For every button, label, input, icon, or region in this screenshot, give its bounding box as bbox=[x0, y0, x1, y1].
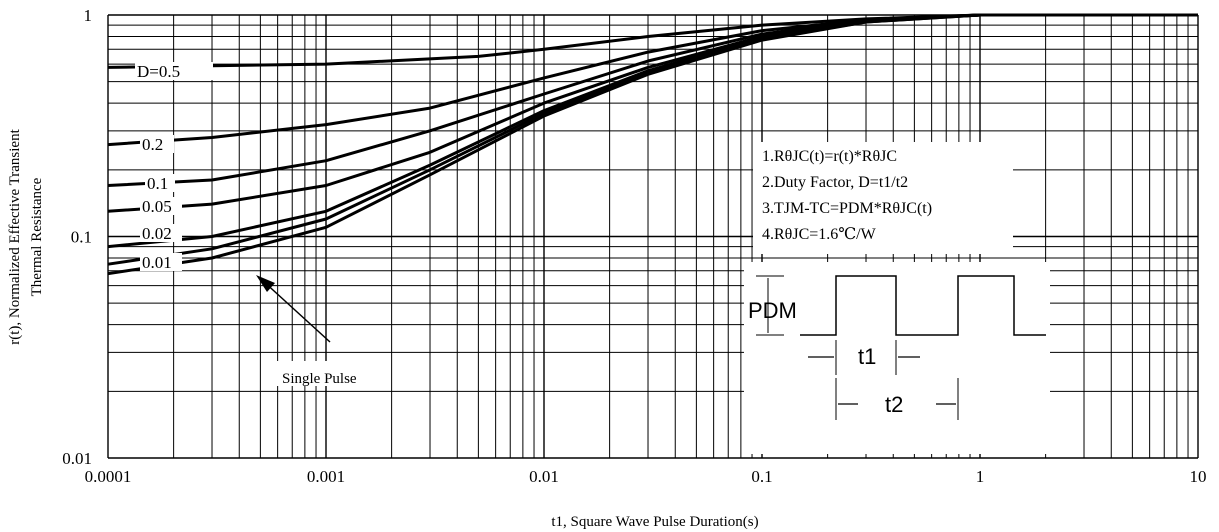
single-pulse-arrow-line bbox=[261, 279, 331, 343]
t1-label: t1 bbox=[858, 344, 876, 369]
x-axis-label: t1, Square Wave Pulse Duration(s) bbox=[551, 514, 758, 530]
y-tick-label: 0.1 bbox=[71, 228, 92, 247]
series-line-3 bbox=[107, 13, 1198, 213]
curve-label-3: 0.05 bbox=[142, 197, 172, 216]
curve-label-2: 0.1 bbox=[147, 174, 168, 193]
notes-box: 1.RθJC(t)=r(t)*RθJC 2.Duty Factor, D=t1/t… bbox=[753, 142, 1013, 254]
series-line-1 bbox=[107, 13, 1198, 147]
note-line-1: 1.RθJC(t)=r(t)*RθJC bbox=[762, 148, 897, 165]
note-line-3: 3.TJM-TC=PDM*RθJC(t) bbox=[762, 200, 932, 217]
x-tick-label: 0.1 bbox=[751, 467, 772, 486]
curve-label-background bbox=[145, 174, 175, 192]
curve-labels: D=0.5 0.2 0.1 0.05 0.02 0.01 Single Pulse bbox=[135, 62, 383, 387]
curve-label-background bbox=[135, 62, 213, 80]
pulse-inset: PDM t1 t2 bbox=[744, 262, 1050, 454]
axis-ticks: 0.0001 0.001 0.01 0.1 1 10 0.01 0.1 1 bbox=[62, 6, 1206, 486]
curve-label-background bbox=[140, 197, 182, 215]
series-lines bbox=[107, 13, 1198, 276]
curve-label-6: Single Pulse bbox=[282, 371, 357, 387]
y-tick-label: 0.01 bbox=[62, 449, 92, 468]
y-tick-label: 1 bbox=[84, 6, 93, 25]
x-tick-label: 10 bbox=[1190, 467, 1207, 486]
notes-background bbox=[753, 142, 1013, 254]
x-tick-label: 1 bbox=[976, 467, 985, 486]
y-axis-label-line2: Thermal Resistance bbox=[29, 177, 45, 296]
curve-label-5: 0.01 bbox=[142, 253, 172, 272]
x-tick-label: 0.0001 bbox=[85, 467, 132, 486]
curve-label-background bbox=[140, 224, 182, 242]
inset-background bbox=[744, 262, 1050, 454]
curve-label-4: 0.02 bbox=[142, 224, 172, 243]
t2-label: t2 bbox=[885, 392, 903, 417]
curve-label-1: 0.2 bbox=[142, 135, 163, 154]
curve-label-background bbox=[140, 253, 182, 271]
curve-label-0: D=0.5 bbox=[137, 62, 180, 81]
note-line-2: 2.Duty Factor, D=t1/t2 bbox=[762, 174, 908, 191]
curve-label-background bbox=[270, 361, 383, 386]
series-line-2 bbox=[107, 13, 1198, 187]
pulse-waveform bbox=[800, 275, 1046, 336]
note-line-4: 4.RθJC=1.6℃/W bbox=[762, 226, 877, 243]
series-line-6 bbox=[107, 13, 1198, 276]
x-tick-label: 0.001 bbox=[307, 467, 345, 486]
y-axis-label-line1: r(t), Normalized Effective Transient bbox=[7, 128, 23, 344]
pdm-label: PDM bbox=[748, 298, 797, 323]
x-tick-label: 0.01 bbox=[529, 467, 559, 486]
curve-label-background bbox=[140, 135, 174, 153]
single-pulse-arrow-head bbox=[256, 275, 275, 292]
